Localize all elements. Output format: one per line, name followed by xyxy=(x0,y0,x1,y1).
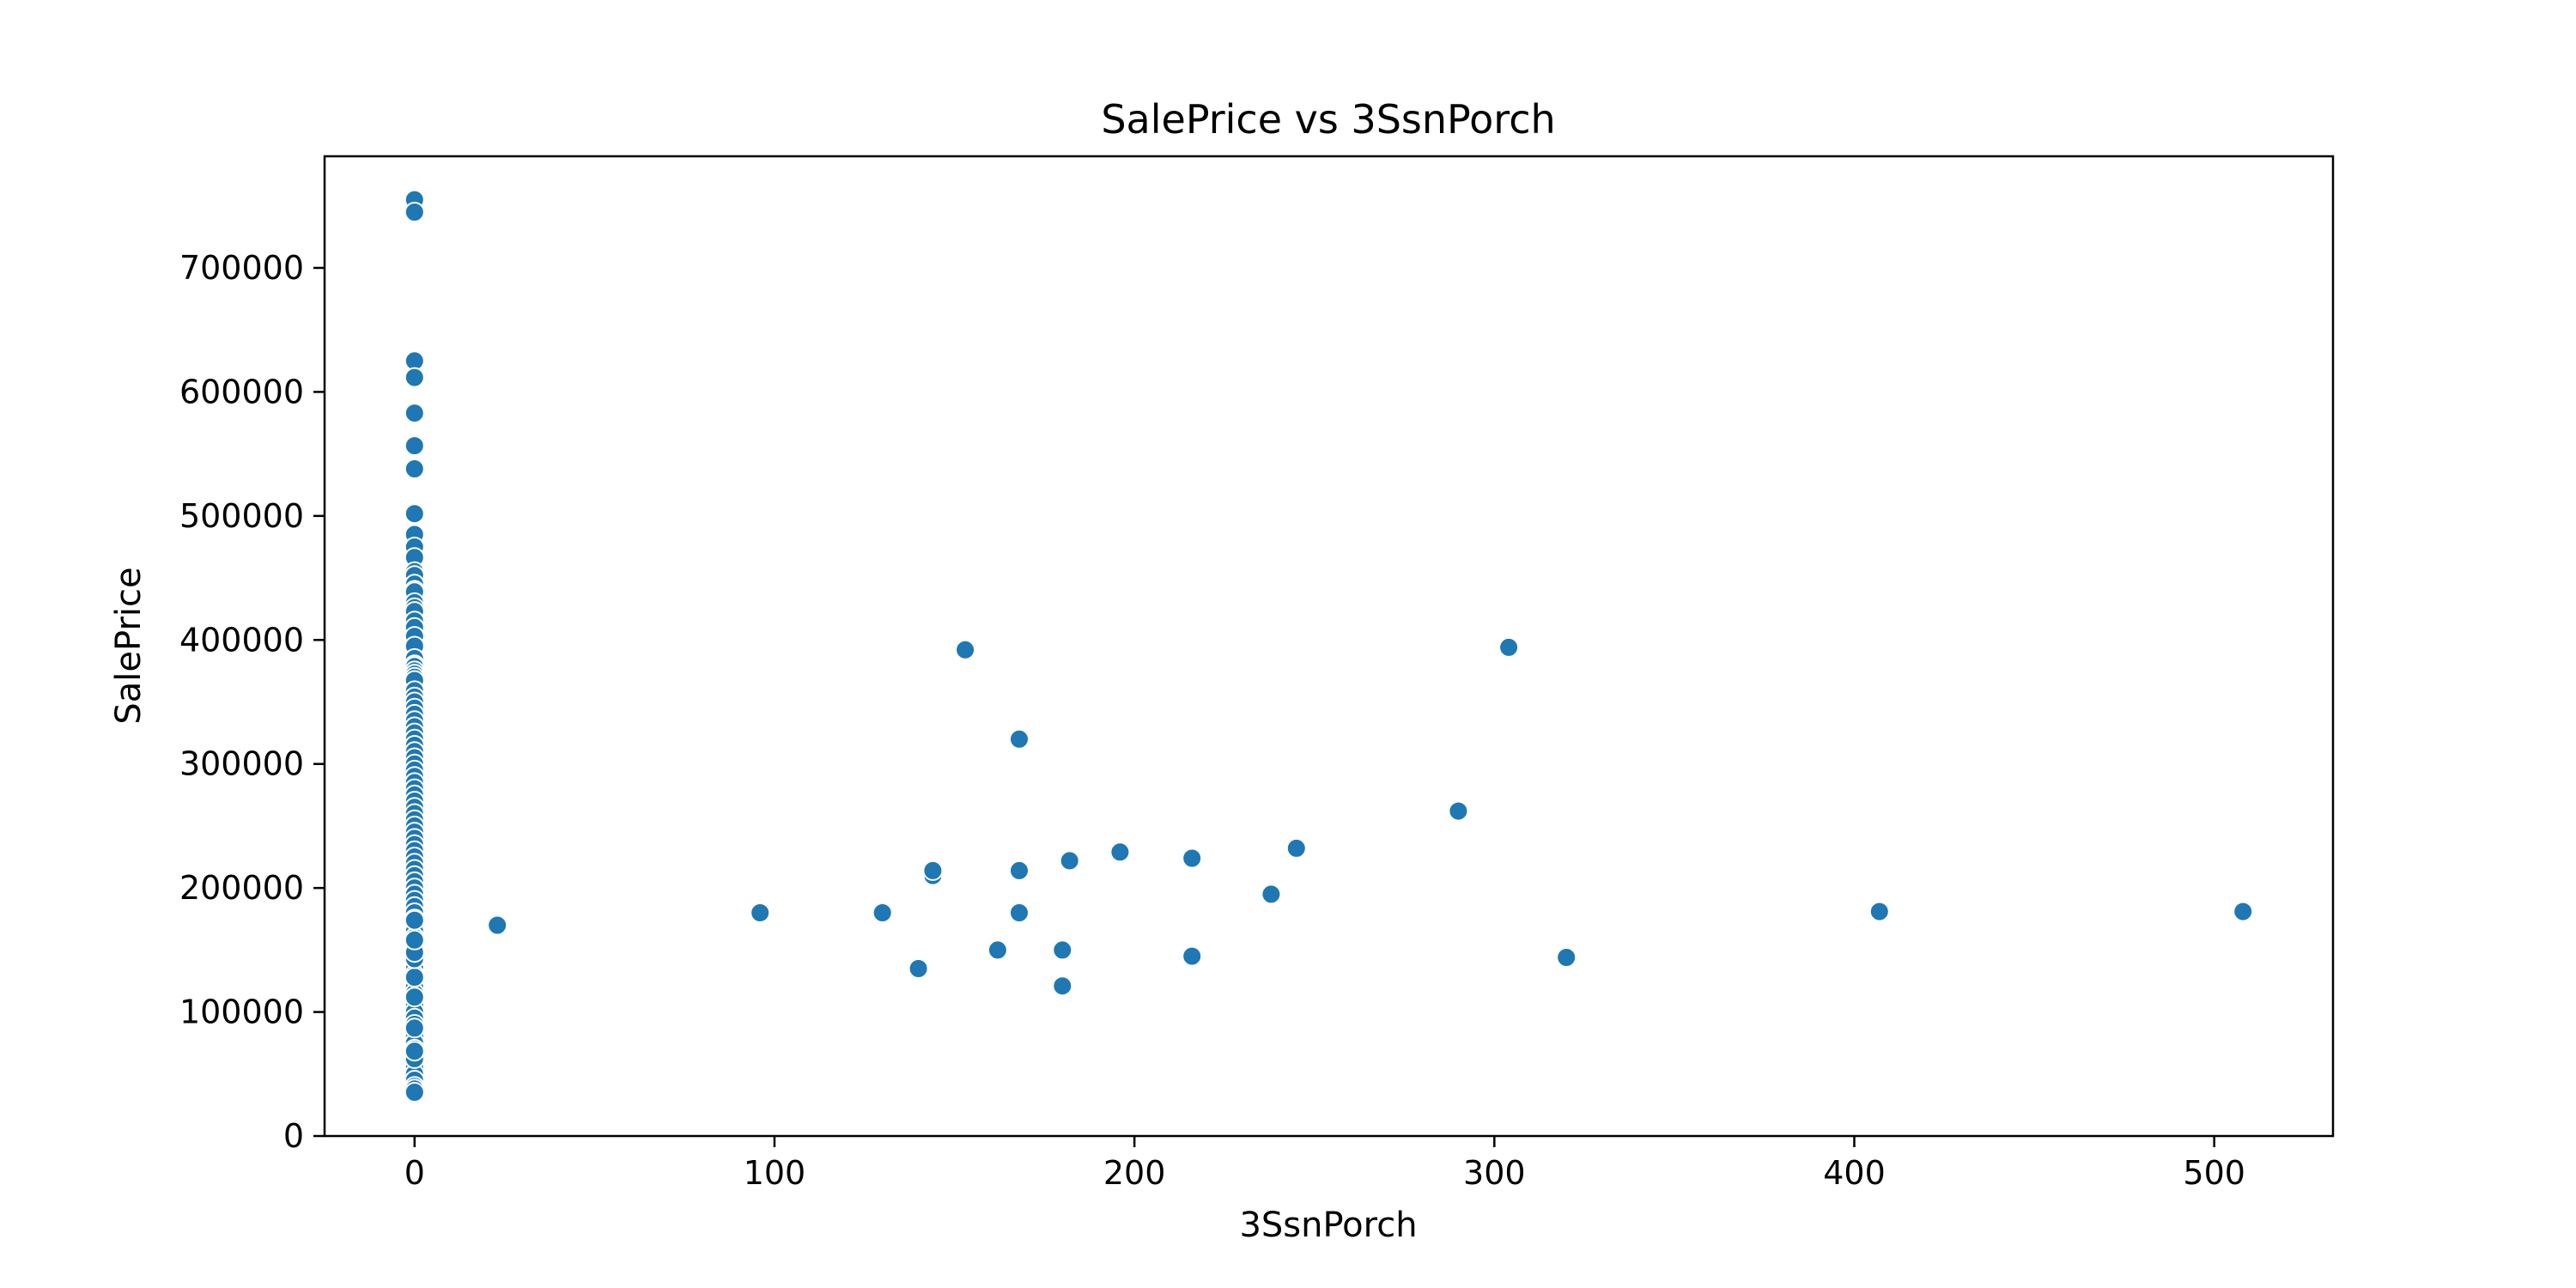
data-point xyxy=(1009,860,1030,881)
y-tick-label: 200000 xyxy=(179,869,304,907)
data-point xyxy=(750,902,771,923)
data-point xyxy=(1009,728,1030,750)
y-axis-ticks: 0 100000 200000 300000 400000 500000 600000 700… xyxy=(179,249,325,1155)
y-tick-label: 500000 xyxy=(179,497,304,535)
data-point xyxy=(1448,800,1469,822)
y-tick-label: 100000 xyxy=(179,993,304,1031)
y-axis-label: SalePrice xyxy=(109,567,149,724)
data-point xyxy=(404,403,425,424)
data-point xyxy=(1182,945,1203,967)
data-point xyxy=(404,503,425,525)
data-point xyxy=(404,929,425,951)
data-point xyxy=(1109,841,1131,863)
data-point xyxy=(1261,884,1282,905)
y-tick-label: 400000 xyxy=(179,621,304,659)
data-point xyxy=(487,914,508,936)
data-points xyxy=(404,189,2254,1103)
data-point xyxy=(404,1082,425,1103)
data-point xyxy=(1182,848,1203,869)
data-point xyxy=(908,958,929,979)
x-tick-label: 200 xyxy=(1103,1154,1166,1192)
data-point xyxy=(404,435,425,457)
x-tick-label: 100 xyxy=(744,1154,806,1192)
data-point xyxy=(1009,902,1030,923)
data-point xyxy=(922,860,944,881)
x-axis-ticks: 0 100 200 300 400 500 xyxy=(404,1136,2245,1192)
data-point xyxy=(404,967,425,988)
y-tick-label: 600000 xyxy=(179,373,304,410)
data-point xyxy=(1556,947,1577,968)
data-point xyxy=(2233,901,2254,922)
data-point xyxy=(404,987,425,1008)
x-tick-label: 0 xyxy=(404,1154,425,1192)
data-point xyxy=(404,202,425,222)
data-point xyxy=(987,939,1008,961)
data-point xyxy=(1052,939,1073,961)
x-tick-label: 400 xyxy=(1823,1154,1886,1192)
data-point xyxy=(404,909,425,931)
data-point xyxy=(872,902,893,923)
x-axis-label: 3SsnPorch xyxy=(1239,1206,1417,1245)
data-point xyxy=(955,639,976,660)
x-tick-label: 300 xyxy=(1463,1154,1526,1192)
chart-title: SalePrice vs 3SsnPorch xyxy=(1101,96,1555,143)
data-point xyxy=(404,1018,425,1039)
data-point xyxy=(404,1041,425,1062)
y-tick-label: 300000 xyxy=(179,745,304,783)
x-tick-label: 500 xyxy=(2183,1154,2245,1192)
data-point xyxy=(1052,975,1073,997)
data-point xyxy=(404,367,425,388)
data-point xyxy=(1498,636,1520,658)
data-point xyxy=(404,459,425,479)
y-tick-label: 0 xyxy=(283,1117,304,1155)
data-point xyxy=(1868,901,1890,922)
data-point xyxy=(1059,850,1080,872)
y-tick-label: 700000 xyxy=(179,249,304,287)
plot-area-frame xyxy=(323,155,2335,1138)
data-point xyxy=(1285,837,1307,859)
